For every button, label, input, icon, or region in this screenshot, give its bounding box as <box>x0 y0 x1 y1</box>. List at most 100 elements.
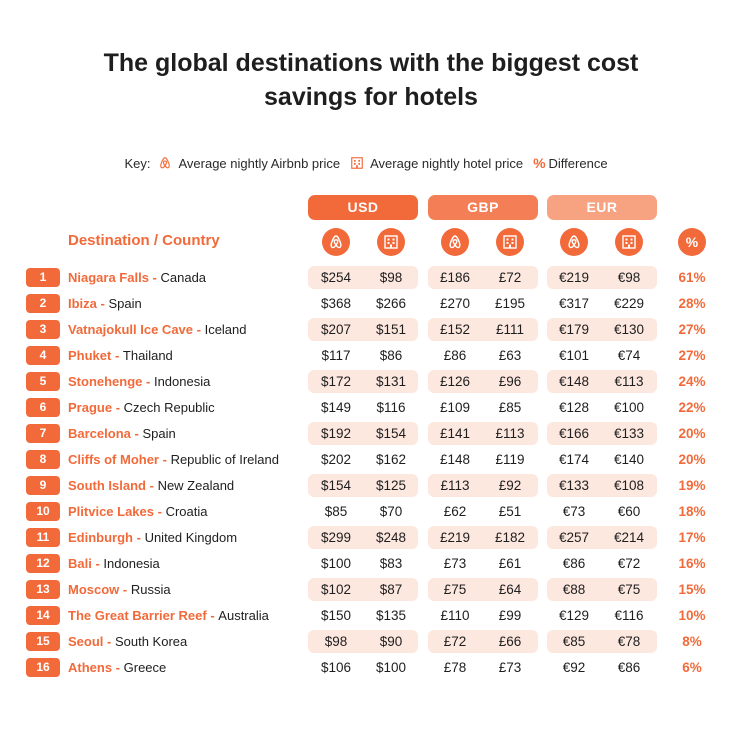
price-cell-usd-h: $135 <box>375 608 407 623</box>
rank-badge: 4 <box>26 346 60 365</box>
row-highlight <box>308 526 418 549</box>
price-cell-usd-h: $87 <box>379 582 403 597</box>
rank-badge: 14 <box>26 606 60 625</box>
separator: - <box>119 582 131 597</box>
price-cell-gbp-a: £186 <box>439 270 471 285</box>
price-cell-gbp-a: £78 <box>443 660 467 675</box>
country-name: Thailand <box>122 348 173 363</box>
price-cell-usd-a: $85 <box>324 504 348 519</box>
price-cell-eur-h: €214 <box>613 530 645 545</box>
legend-airbnb: Average nightly Airbnb price <box>158 156 340 171</box>
price-cell-gbp-a: £141 <box>439 426 471 441</box>
price-cell-eur-h: €130 <box>613 322 645 337</box>
destination-cell: The Great Barrier Reef - Australia <box>68 606 269 625</box>
price-cell-usd-a: $368 <box>320 296 352 311</box>
separator: - <box>142 374 154 389</box>
price-cell-eur-a: €148 <box>558 374 590 389</box>
city-name: Plitvice Lakes <box>68 504 154 519</box>
destination-cell: Vatnajokull Ice Cave - Iceland <box>68 320 247 339</box>
difference-cell: 20% <box>678 426 706 441</box>
destination-cell: Cliffs of Moher - Republic of Ireland <box>68 450 279 469</box>
city-name: Phuket <box>68 348 112 363</box>
price-cell-gbp-h: £66 <box>498 634 522 649</box>
price-cell-gbp-h: £63 <box>498 348 522 363</box>
price-cell-usd-h: $125 <box>375 478 407 493</box>
rank-badge: 15 <box>26 632 60 651</box>
destination-cell: Prague - Czech Republic <box>68 398 215 417</box>
city-name: Prague <box>68 400 113 415</box>
destination-cell: Bali - Indonesia <box>68 554 160 573</box>
price-cell-eur-a: €129 <box>558 608 590 623</box>
rank-badge: 9 <box>26 476 60 495</box>
separator: - <box>154 504 166 519</box>
row-highlight <box>547 578 657 601</box>
price-cell-eur-h: €74 <box>617 348 641 363</box>
price-cell-gbp-h: £72 <box>498 270 522 285</box>
country-name: United Kingdom <box>144 530 238 545</box>
destination-cell: Barcelona - Spain <box>68 424 176 443</box>
difference-cell: 16% <box>678 556 706 571</box>
difference-cell: 17% <box>678 530 706 545</box>
page-title-line2: savings for hotels <box>264 83 478 111</box>
row-highlight <box>428 318 538 341</box>
country-name: New Zealand <box>157 478 235 493</box>
destination-cell: Moscow - Russia <box>68 580 171 599</box>
separator: - <box>96 296 109 311</box>
row-highlight <box>547 318 657 341</box>
country-name: South Korea <box>114 634 188 649</box>
row-highlight <box>308 318 418 341</box>
price-cell-eur-h: €140 <box>613 452 645 467</box>
price-cell-eur-a: €179 <box>558 322 590 337</box>
country-name: Indonesia <box>153 374 211 389</box>
price-cell-eur-h: €116 <box>614 608 644 623</box>
row-highlight <box>308 630 418 653</box>
price-cell-gbp-a: £73 <box>443 556 467 571</box>
row-highlight <box>547 474 657 497</box>
destination-cell: Plitvice Lakes - Croatia <box>68 502 207 521</box>
price-cell-eur-a: €128 <box>558 400 590 415</box>
price-cell-eur-h: €86 <box>617 660 641 675</box>
separator: - <box>112 400 124 415</box>
difference-cell: 20% <box>678 452 706 467</box>
price-cell-eur-h: €60 <box>617 504 641 519</box>
rank-badge: 3 <box>26 320 60 339</box>
price-cell-eur-a: €85 <box>562 634 586 649</box>
rank-badge: 7 <box>26 424 60 443</box>
separator: - <box>159 452 171 467</box>
price-cell-gbp-h: £92 <box>498 478 522 493</box>
row-highlight <box>428 526 538 549</box>
country-name: Indonesia <box>103 556 160 571</box>
price-cell-gbp-h: £73 <box>498 660 522 675</box>
price-cell-usd-h: $90 <box>379 634 403 649</box>
price-cell-eur-a: €88 <box>562 582 586 597</box>
price-cell-gbp-a: £109 <box>439 400 471 415</box>
country-name: Greece <box>123 660 167 675</box>
rank-badge: 13 <box>26 580 60 599</box>
gbp-hotel-icon <box>496 228 524 256</box>
row-highlight <box>428 422 538 445</box>
price-cell-usd-a: $202 <box>320 452 352 467</box>
price-cell-gbp-a: £270 <box>439 296 471 311</box>
destination-cell: Niagara Falls - Canada <box>68 268 206 287</box>
difference-cell: 28% <box>678 296 706 311</box>
country-name: Spain <box>142 426 176 441</box>
price-cell-usd-a: $154 <box>320 478 352 493</box>
row-highlight <box>547 370 657 393</box>
city-name: Ibiza <box>68 296 97 311</box>
rank-badge: 11 <box>26 528 60 547</box>
difference-cell: 10% <box>678 608 706 623</box>
usd-airbnb-icon <box>322 228 350 256</box>
destination-cell: Athens - Greece <box>68 658 166 677</box>
row-highlight <box>428 474 538 497</box>
country-name: Australia <box>218 608 269 623</box>
city-name: Seoul <box>68 634 104 649</box>
price-cell-usd-a: $172 <box>320 374 352 389</box>
price-cell-usd-a: $299 <box>320 530 352 545</box>
price-cell-usd-h: $131 <box>375 374 407 389</box>
difference-cell: 27% <box>678 322 706 337</box>
price-cell-gbp-h: £96 <box>498 374 522 389</box>
legend-difference-label: Difference <box>548 155 608 171</box>
country-name: Canada <box>160 270 207 285</box>
price-cell-eur-a: €174 <box>558 452 590 467</box>
country-name: Russia <box>130 582 171 597</box>
